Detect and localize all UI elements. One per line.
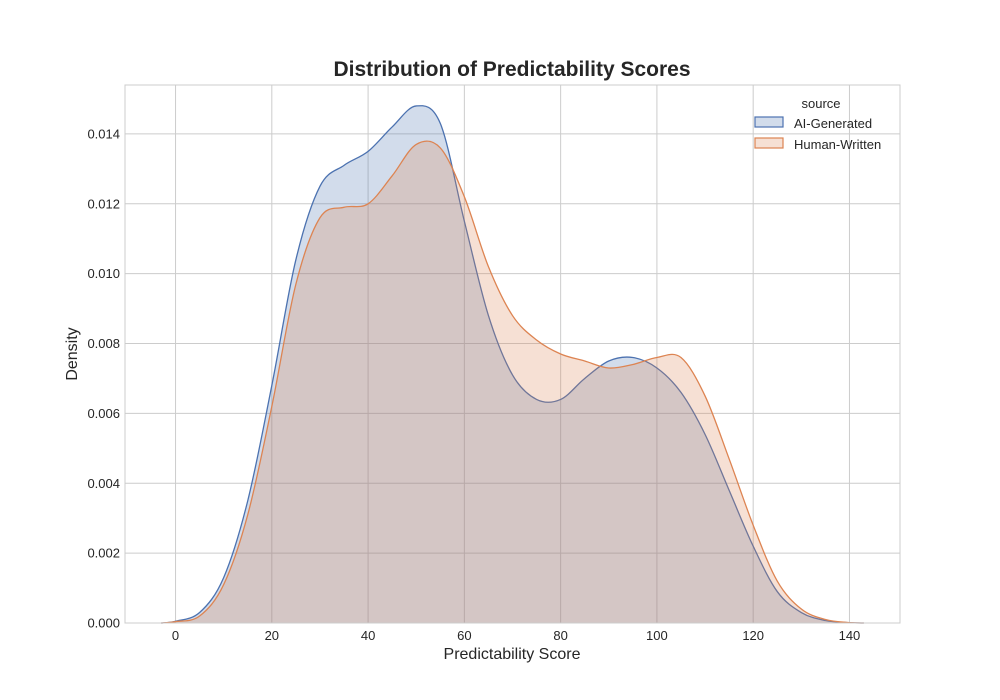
- legend-label-ai-generated: AI-Generated: [794, 116, 872, 131]
- legend-swatch-human-written: [754, 137, 784, 149]
- legend-title: source: [801, 96, 840, 111]
- x-tick-label: 140: [839, 628, 861, 643]
- density-area-human-written: [161, 141, 864, 623]
- x-axis-label: Predictability Score: [444, 646, 581, 663]
- x-tick-label: 40: [361, 628, 375, 643]
- x-tick-label: 20: [265, 628, 279, 643]
- density-line-ai-generated: [161, 105, 864, 624]
- y-tick-label: 0.006: [87, 406, 120, 421]
- chart-title: Distribution of Predictability Scores: [333, 58, 690, 81]
- x-tick-label: 120: [742, 628, 764, 643]
- legend-swatch-ai-generated: [754, 116, 784, 128]
- tick-layer: 0 20 40 60 80 100 120 140 0.000 0.002 0.004 0.006 0.…: [87, 126, 860, 643]
- y-tick-label: 0.008: [87, 336, 120, 351]
- y-tick-label: 0.000: [87, 616, 120, 631]
- density-line-human-written: [161, 140, 864, 624]
- y-tick-label: 0.002: [87, 546, 120, 561]
- x-tick-label: 0: [172, 628, 179, 643]
- y-tick-label: 0.014: [87, 126, 120, 141]
- plot-frame: [124, 84, 901, 624]
- density-area-ai-generated: [161, 105, 864, 623]
- y-axis-label: Density: [64, 327, 81, 380]
- x-tick-label: 100: [646, 628, 668, 643]
- y-tick-label: 0.004: [87, 476, 120, 491]
- x-tick-label: 80: [553, 628, 567, 643]
- x-tick-label: 60: [457, 628, 471, 643]
- legend: source AI-Generated Human-Written: [754, 96, 881, 152]
- series-layer: [161, 105, 864, 624]
- y-tick-label: 0.012: [87, 196, 120, 211]
- legend-label-human-written: Human-Written: [794, 137, 881, 152]
- y-tick-label: 0.010: [87, 266, 120, 281]
